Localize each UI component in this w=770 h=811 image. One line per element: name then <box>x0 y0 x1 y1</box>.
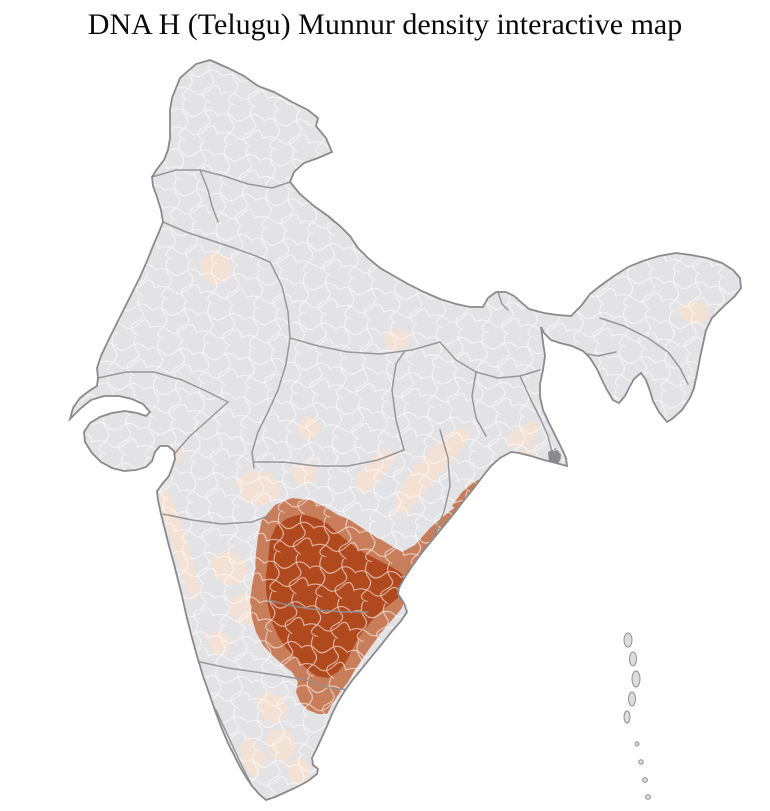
state-border <box>199 661 307 681</box>
state-border <box>305 679 351 691</box>
state-border <box>267 599 369 613</box>
state-border <box>471 371 487 437</box>
state-border <box>199 169 219 223</box>
state-border <box>97 371 229 403</box>
state-border <box>439 341 541 379</box>
state-border <box>215 709 253 787</box>
island[interactable] <box>623 710 631 724</box>
state-border <box>253 449 405 467</box>
island[interactable] <box>628 691 636 707</box>
state-border <box>289 337 441 355</box>
map-title: DNA H (Telugu) Munnur density interactiv… <box>87 8 683 41</box>
state-border <box>519 375 553 453</box>
state-border <box>497 291 509 311</box>
island[interactable] <box>634 741 640 747</box>
state-border <box>162 221 271 263</box>
state-borders <box>97 169 689 787</box>
island[interactable] <box>631 670 641 688</box>
island[interactable] <box>638 759 644 765</box>
state-border <box>251 261 291 469</box>
state-border <box>433 429 451 535</box>
andaman-nicobar-islands[interactable] <box>623 632 651 800</box>
state-border <box>151 169 291 189</box>
state-border <box>391 351 405 451</box>
island[interactable] <box>645 794 651 800</box>
state-border <box>599 317 689 385</box>
island[interactable] <box>629 651 637 667</box>
island[interactable] <box>623 632 633 648</box>
island[interactable] <box>642 777 648 783</box>
state-border <box>162 513 269 525</box>
